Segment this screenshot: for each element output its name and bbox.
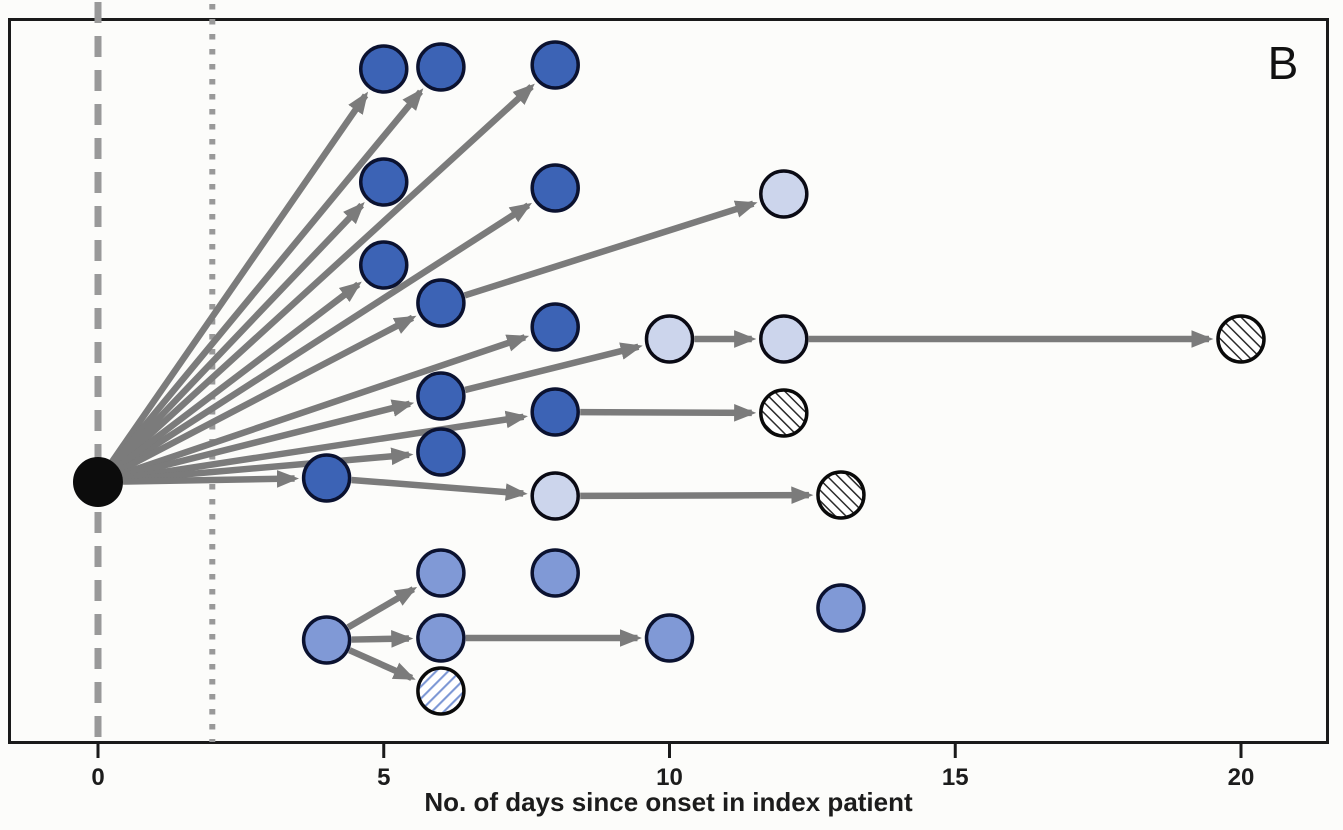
transmission-arrow <box>346 586 418 631</box>
transmission-arrow <box>114 83 535 468</box>
axis-tick-label: 0 <box>91 764 104 791</box>
plot-frame <box>8 18 1329 744</box>
case-node-hb1 <box>416 666 466 716</box>
transmission-arrow <box>348 647 416 681</box>
case-node-l2 <box>644 314 695 364</box>
axis-tick-label: 20 <box>1228 764 1255 791</box>
case-node-m5 <box>644 613 695 663</box>
transmission-arrow <box>115 281 362 470</box>
case-node-idx <box>73 457 123 507</box>
case-node-d2 <box>416 42 466 92</box>
transmission-arrow <box>111 88 424 465</box>
case-node-l4 <box>530 471 580 521</box>
case-node-d4 <box>359 157 409 207</box>
transmission-arrow <box>118 314 417 474</box>
case-node-m3 <box>301 615 352 665</box>
transmission-arrow <box>580 403 757 422</box>
case-node-h2 <box>816 470 866 520</box>
case-node-d10 <box>530 387 580 437</box>
transmission-arrow <box>122 410 528 482</box>
case-node-l1 <box>759 169 809 219</box>
case-node-m1 <box>416 548 466 598</box>
case-node-d1 <box>359 44 409 94</box>
case-node-m2 <box>530 548 580 598</box>
axis-tick-label: 15 <box>942 764 969 791</box>
case-node-m6 <box>816 583 866 633</box>
case-node-h1 <box>759 388 809 438</box>
case-node-d6 <box>359 240 409 290</box>
transmission-arrow <box>109 91 369 464</box>
case-node-d11 <box>416 427 466 477</box>
transmission-arrow <box>351 476 528 501</box>
case-node-h3 <box>1216 314 1266 364</box>
transmission-arrow <box>112 201 365 467</box>
transmission-arrow <box>122 470 300 488</box>
x-axis-title: No. of days since onset in index patient <box>424 787 913 817</box>
axis-tick-label: 5 <box>377 764 390 791</box>
case-node-d9 <box>416 371 466 421</box>
transmission-arrow <box>120 334 530 478</box>
panel-label: B <box>1267 37 1299 89</box>
case-node-d12 <box>301 453 352 503</box>
case-node-d8 <box>530 302 580 352</box>
transmission-arrow <box>351 630 414 648</box>
case-node-d5 <box>530 163 580 213</box>
transmission-arrow <box>122 447 414 484</box>
case-node-d7 <box>416 278 466 328</box>
case-node-d3 <box>530 40 580 90</box>
transmission-arrow <box>580 486 814 505</box>
transmission-arrow <box>121 399 415 480</box>
case-node-l3 <box>759 314 809 364</box>
axis-tick-label: 10 <box>656 764 683 791</box>
transmission-arrow <box>463 200 758 299</box>
transmission-arrow <box>117 202 533 472</box>
transmission-arrow <box>464 342 643 394</box>
case-node-m4 <box>416 613 466 663</box>
